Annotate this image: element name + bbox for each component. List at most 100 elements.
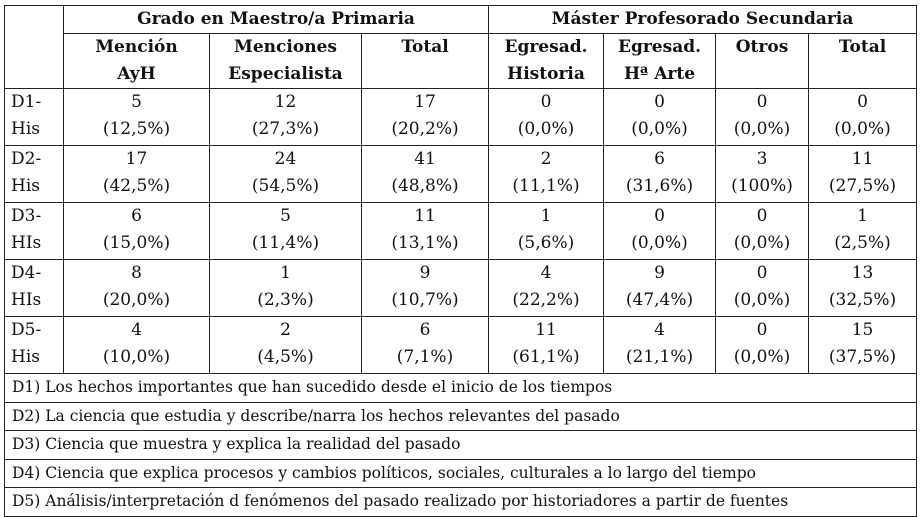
cell-percent: (0,0%) — [631, 119, 688, 139]
sub-header-text: Hª Arte — [623, 64, 696, 84]
row-label-text: D3- — [11, 206, 42, 226]
cell-percent: (31,6%) — [625, 176, 694, 196]
cell-count: 11 — [535, 320, 557, 340]
legend-item: D1) Los hechos importantes que han suced… — [3, 373, 918, 403]
sub-header-0: Mención AyH — [63, 33, 210, 89]
cell-count: 5 — [280, 206, 291, 226]
cell-percent: (7,1%) — [396, 347, 454, 367]
cell-percent: (0,0%) — [733, 290, 791, 310]
table-cell: 2 (4,5%) — [209, 316, 362, 374]
sub-header-text: Egresad. — [618, 37, 702, 57]
sub-header-1: Menciones Especialista — [209, 33, 362, 89]
row-label: D5- His — [4, 316, 64, 374]
cell-count: 11 — [851, 149, 874, 169]
group-header-master: Máster Profesorado Secundaria — [488, 5, 918, 34]
table-cell: 4 (22,2%) — [488, 259, 605, 317]
table-row: D5- His 4 (10,0%) 2 (4,5%) 6 (7,1%) 11 (61,1%) 4 (2… — [4, 316, 918, 374]
table-cell: 0 (0,0%) — [603, 202, 717, 260]
table-cell: 24 (54,5%) — [209, 145, 362, 203]
cell-percent: (54,5%) — [251, 176, 320, 196]
group-header-primaria: Grado en Maestro/a Primaria — [62, 5, 490, 34]
table-cell: 2 (11,1%) — [488, 145, 605, 203]
table-cell: 11 (27,5%) — [808, 145, 918, 203]
cell-count: 0 — [756, 263, 768, 283]
table-cell: 17 (20,2%) — [360, 88, 490, 146]
cell-count: 4 — [131, 320, 142, 340]
cell-count: 17 — [125, 149, 148, 169]
cell-percent: (4,5%) — [257, 347, 314, 367]
cell-percent: (100%) — [731, 176, 793, 196]
cell-percent: (42,5%) — [102, 176, 171, 196]
table-row: D3- HIs 6 (15,0%) 5 (11,4%) 11 (13,1%) 1 (5,6%) 0 (… — [4, 202, 918, 260]
table-cell: 0 (0,0%) — [715, 202, 810, 260]
table-cell: 6 (15,0%) — [63, 202, 210, 260]
cell-count: 2 — [540, 149, 552, 169]
table-cell: 41 (48,8%) — [360, 145, 490, 203]
cell-count: 13 — [851, 263, 874, 283]
table-cell: 5 (11,4%) — [209, 202, 362, 260]
cell-count: 4 — [654, 320, 665, 340]
cell-count: 1 — [857, 206, 868, 226]
cell-count: 6 — [654, 149, 665, 169]
sub-header-text: AyH — [117, 64, 156, 84]
cell-percent: (20,0%) — [102, 290, 171, 310]
row-label-text: D2- — [11, 149, 42, 169]
cell-percent: (10,7%) — [391, 290, 459, 310]
cell-percent: (11,1%) — [512, 176, 580, 196]
cell-percent: (2,5%) — [834, 233, 891, 253]
cell-count: 11 — [414, 206, 436, 226]
table-cell: 15 (37,5%) — [808, 316, 918, 374]
cell-count: 0 — [654, 92, 665, 112]
legend-item: D5) Análisis/interpretación d fenómenos … — [3, 487, 918, 517]
cell-count: 24 — [274, 149, 297, 169]
cell-percent: (0,0%) — [834, 119, 891, 139]
cell-percent: (10,0%) — [102, 347, 171, 367]
row-label-text: His — [11, 347, 40, 367]
row-label-text: D5- — [11, 320, 42, 340]
cell-count: 6 — [419, 320, 431, 340]
row-label: D1- His — [4, 88, 64, 146]
corner-cell — [4, 5, 64, 89]
legend-row: D1) Los hechos importantes que han suced… — [3, 373, 918, 403]
legend-item: D2) La ciencia que estudia y describe/na… — [3, 401, 918, 431]
table-cell: 0 (0,0%) — [488, 88, 605, 146]
cell-percent: (0,0%) — [733, 119, 791, 139]
results-table: Grado en Maestro/a Primaria Máster Profe… — [3, 5, 918, 517]
cell-count: 3 — [756, 149, 768, 169]
table-cell: 13 (32,5%) — [808, 259, 918, 317]
cell-count: 12 — [274, 92, 297, 112]
cell-percent: (5,6%) — [517, 233, 575, 253]
table-cell: 4 (21,1%) — [603, 316, 717, 374]
table-cell: 1 (5,6%) — [488, 202, 605, 260]
cell-count: 6 — [131, 206, 142, 226]
sub-header-2: Total — [360, 33, 490, 89]
cell-count: 15 — [851, 320, 874, 340]
cell-count: 2 — [280, 320, 291, 340]
table-cell: 0 (0,0%) — [715, 259, 810, 317]
cell-count: 0 — [540, 92, 552, 112]
table-row: D4- HIs 8 (20,0%) 1 (2,3%) 9 (10,7%) 4 (22,2%) 9 (4… — [4, 259, 918, 317]
legend-item: D4) Ciencia que explica procesos y cambi… — [3, 458, 918, 488]
row-label-text: HIs — [11, 233, 42, 253]
legend-row: D2) La ciencia que estudia y describe/na… — [3, 401, 918, 431]
sub-header-text: Total — [838, 37, 887, 57]
row-label-text: D1- — [11, 92, 42, 112]
cell-percent: (0,0%) — [631, 233, 688, 253]
sub-header-text: Menciones — [234, 37, 337, 57]
table-cell: 5 (12,5%) — [63, 88, 210, 146]
cell-percent: (20,2%) — [391, 119, 459, 139]
row-label-text: D4- — [11, 263, 42, 283]
table-cell: 6 (31,6%) — [603, 145, 717, 203]
cell-percent: (22,2%) — [512, 290, 580, 310]
sub-header-text: Egresad. — [504, 37, 588, 57]
cell-percent: (0,0%) — [517, 119, 575, 139]
cell-percent: (37,5%) — [828, 347, 897, 367]
sub-header-6: Total — [808, 33, 918, 89]
cell-percent: (27,5%) — [828, 176, 897, 196]
cell-percent: (2,3%) — [257, 290, 314, 310]
sub-header-row: Mención AyH Menciones Especialista Total Egre… — [5, 33, 918, 89]
table-cell: 11 (13,1%) — [360, 202, 490, 260]
cell-count: 0 — [857, 92, 868, 112]
table-row: D2- His 17 (42,5%) 24 (54,5%) 41 (48,8%) 2 (11,1%… — [4, 145, 918, 203]
row-label: D4- HIs — [4, 259, 64, 317]
